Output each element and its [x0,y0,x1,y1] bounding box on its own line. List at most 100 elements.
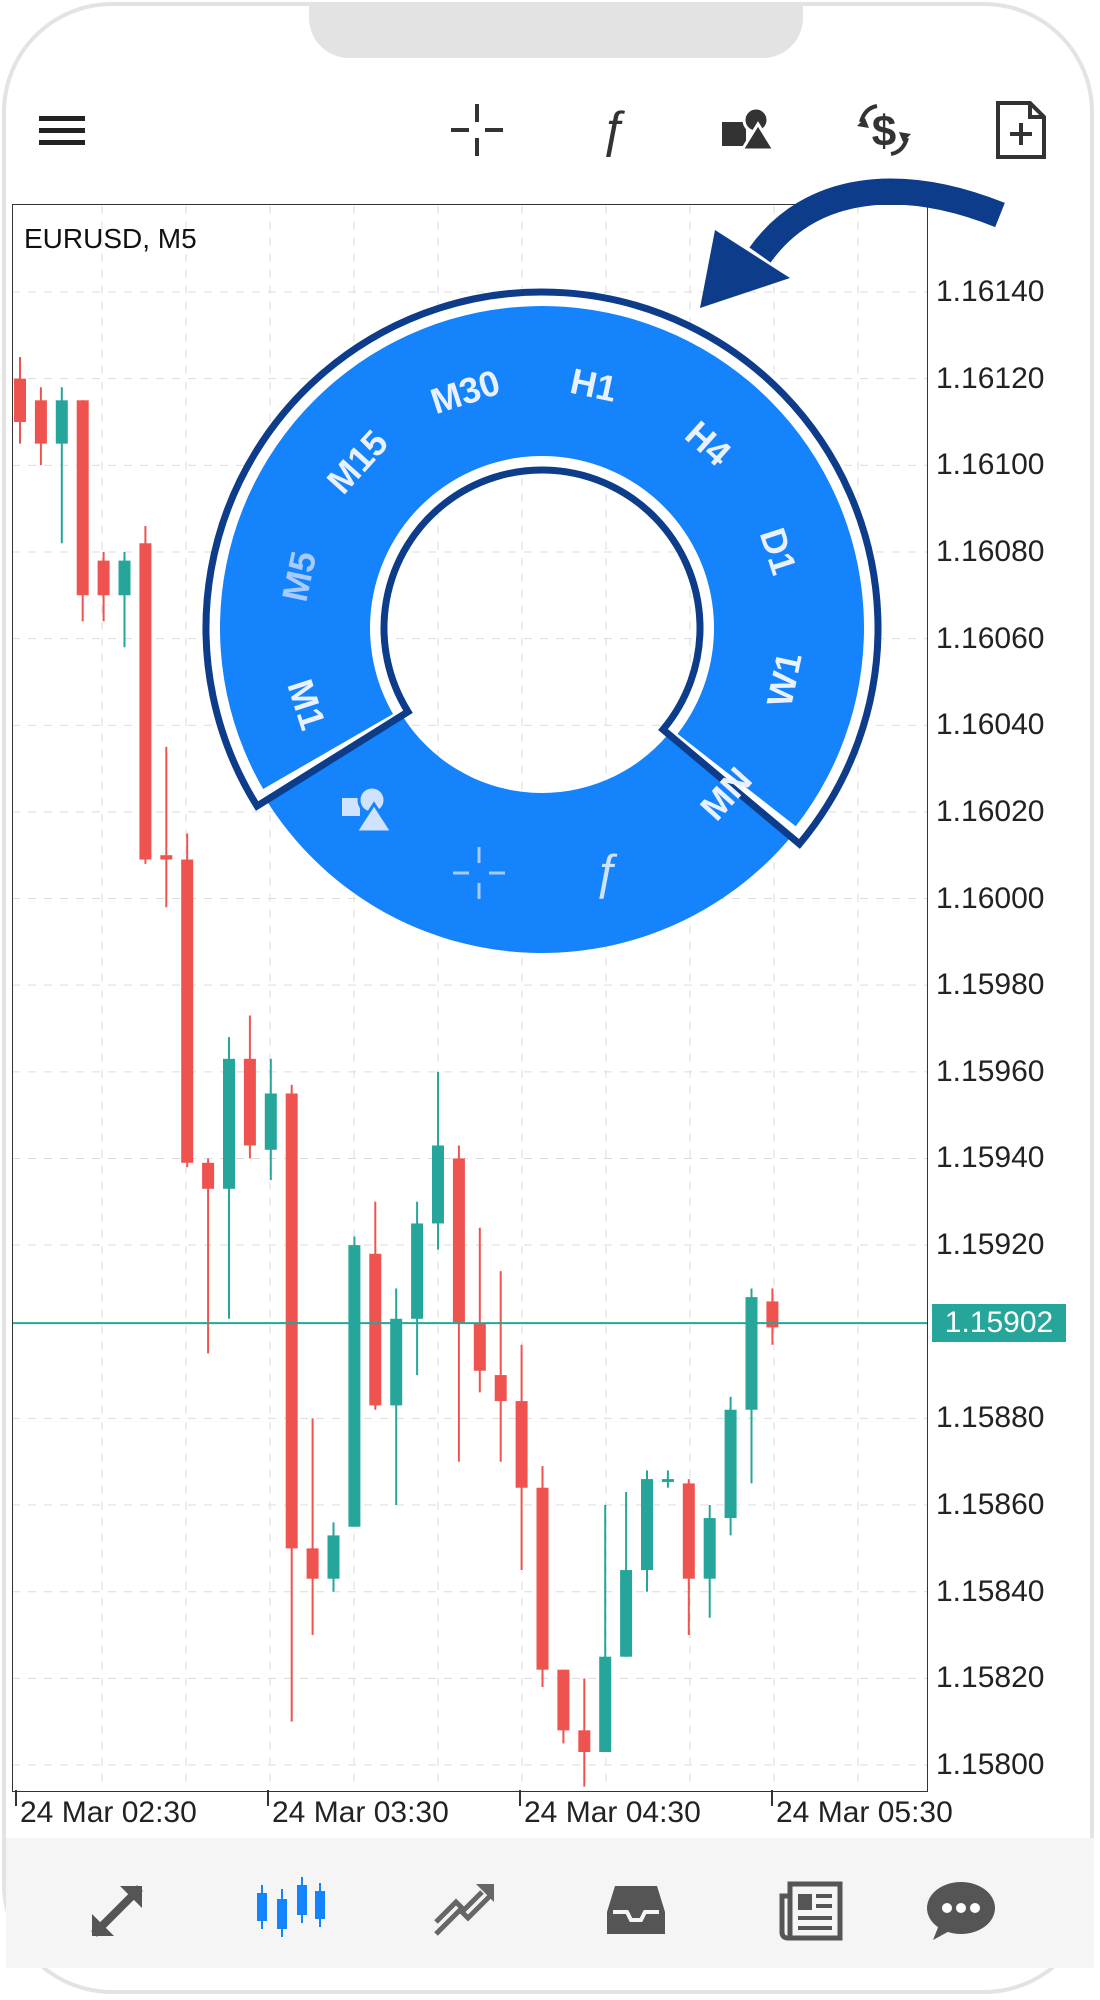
crosshair-icon[interactable] [453,847,505,899]
candle [494,1271,507,1462]
indicator-f-icon[interactable]: ƒ [578,95,648,165]
timeframe-ring[interactable] [220,306,864,827]
candle-body [557,1669,570,1731]
candle [181,833,194,1168]
chat-icon[interactable] [916,1866,1006,1956]
candle [160,746,173,908]
candle [34,387,47,466]
candle-body [620,1570,633,1657]
price-tick-label: 1.15880 [936,1401,1045,1435]
candle [14,356,26,444]
price-tick-label: 1.16060 [936,621,1045,655]
objects-icon[interactable] [713,95,783,165]
tools-sector[interactable] [266,715,791,953]
candle [452,1145,465,1462]
candle-body [411,1223,424,1319]
candle-body [243,1058,256,1146]
candle-body [724,1409,737,1519]
price-tick-label: 1.15820 [936,1661,1045,1695]
price-tick-label: 1.15860 [936,1488,1045,1522]
candle-body [452,1158,465,1324]
objects-icon[interactable] [342,785,395,834]
candle-body [536,1487,549,1670]
price-tick-label: 1.15960 [936,1054,1045,1088]
candle-body [473,1323,486,1371]
candle [515,1344,528,1571]
candle-body [641,1479,653,1571]
candle-body [160,855,173,860]
time-tick-label: 24 Mar 04:30 [524,1796,701,1829]
price-tick-label: 1.16080 [936,534,1045,568]
candle-body [661,1479,674,1483]
trade-icon[interactable] [420,1866,510,1956]
quotes-icon[interactable] [72,1866,162,1956]
symbol-change-icon[interactable]: $ [849,95,919,165]
candle-body [432,1145,444,1224]
candle [641,1470,653,1592]
candle-body [139,543,152,860]
candle-body [494,1375,507,1402]
candle [97,551,110,622]
timeframe-h1[interactable]: H1 [567,360,621,410]
crosshair-icon[interactable] [442,95,512,165]
new-order-icon[interactable] [986,95,1056,165]
price-tick-label: 1.16100 [936,448,1045,482]
news-icon[interactable] [766,1866,856,1956]
candle [599,1505,612,1753]
candle-body [223,1058,235,1189]
current-price-badge: 1.15902 [932,1304,1066,1342]
price-tick-label: 1.15840 [936,1574,1045,1608]
candle [724,1396,737,1536]
candle [557,1669,570,1744]
svg-text:ƒ: ƒ [599,101,627,157]
candle-body [745,1297,758,1410]
price-tick-label: 1.15920 [936,1228,1045,1262]
candle-body [703,1518,716,1579]
time-tick-label: 24 Mar 03:30 [272,1796,449,1829]
candle-body [181,859,194,1163]
candle-body [285,1093,298,1549]
price-tick-label: 1.16120 [936,361,1045,395]
candle [578,1678,591,1787]
menu-icon[interactable] [28,95,98,165]
candle-body [264,1093,277,1150]
candle [432,1071,444,1250]
candle-body [348,1245,361,1527]
chart-icon[interactable] [246,1866,336,1956]
candle-body [369,1253,382,1406]
price-tick-label: 1.16140 [936,275,1045,308]
candle-body [76,400,89,596]
candle [766,1288,779,1345]
candle-body [515,1401,528,1488]
candle [243,1015,256,1159]
price-tick-label: 1.15940 [936,1141,1045,1175]
price-tick-label: 1.16040 [936,708,1045,742]
candle-body [34,400,47,444]
candle [76,400,89,622]
candle-body [578,1730,591,1753]
callout-arrow [700,178,1005,308]
timeframe-m5[interactable]: M5 [274,548,325,605]
candle [348,1236,361,1527]
history-icon[interactable] [591,1866,681,1956]
candle [264,1058,277,1181]
candle [118,551,131,648]
candle [703,1505,716,1618]
candle-body [55,400,68,444]
candle [411,1201,424,1376]
candle-body [327,1535,340,1579]
candle [285,1084,298,1722]
candle [536,1466,549,1688]
tools-group[interactable]: ƒ [342,785,620,899]
candle-body [306,1548,319,1579]
candle-body [118,560,131,596]
candle-body [202,1162,215,1189]
time-tick-label: 24 Mar 02:30 [20,1796,197,1829]
indicator-f-icon[interactable]: ƒ [593,846,620,899]
candle [306,1418,319,1636]
price-tick-label: 1.16020 [936,794,1045,828]
candle [682,1479,695,1636]
